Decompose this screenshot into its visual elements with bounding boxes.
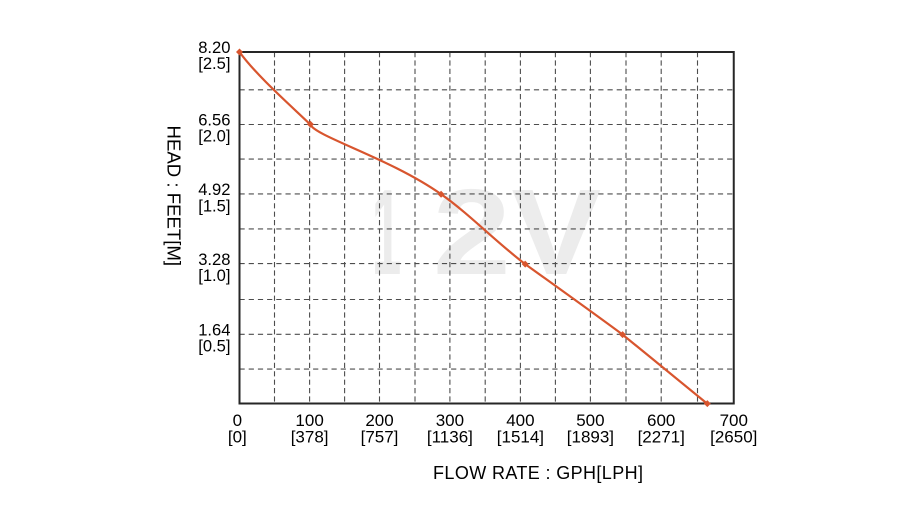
svg-text:2: 2	[433, 164, 511, 300]
svg-text:[1514]: [1514]	[497, 428, 544, 447]
svg-text:[2.5]: [2.5]	[198, 54, 230, 73]
svg-text:[757]: [757]	[361, 428, 399, 447]
svg-text:8.20: 8.20	[198, 38, 230, 57]
svg-text:4.92: 4.92	[198, 180, 230, 199]
svg-text:[0]: [0]	[228, 428, 247, 447]
svg-text:500: 500	[576, 411, 604, 430]
svg-text:700: 700	[720, 411, 748, 430]
svg-text:100: 100	[295, 411, 323, 430]
svg-text:[2.0]: [2.0]	[198, 127, 230, 146]
svg-text:[1.5]: [1.5]	[198, 196, 230, 215]
svg-text:[0.5]: [0.5]	[198, 337, 230, 356]
svg-text:V: V	[511, 164, 601, 300]
svg-text:[2650]: [2650]	[710, 428, 757, 447]
svg-text:FLOW RATE : GPH[LPH]: FLOW RATE : GPH[LPH]	[433, 463, 643, 483]
svg-text:[1136]: [1136]	[427, 428, 473, 447]
svg-text:1: 1	[372, 164, 402, 300]
svg-text:0: 0	[233, 411, 242, 430]
svg-text:[1.0]: [1.0]	[198, 266, 230, 285]
svg-text:400: 400	[506, 411, 534, 430]
svg-text:200: 200	[365, 411, 393, 430]
svg-text:1.64: 1.64	[198, 321, 230, 340]
svg-text:HEAD : FEET[M]: HEAD : FEET[M]	[164, 126, 185, 266]
svg-text:600: 600	[647, 411, 675, 430]
svg-text:3.28: 3.28	[198, 250, 230, 269]
svg-text:6.56: 6.56	[198, 110, 230, 129]
svg-text:[2271]: [2271]	[638, 428, 685, 447]
svg-text:300: 300	[436, 411, 464, 430]
svg-text:[378]: [378]	[291, 428, 329, 447]
svg-text:[1893]: [1893]	[567, 428, 614, 447]
